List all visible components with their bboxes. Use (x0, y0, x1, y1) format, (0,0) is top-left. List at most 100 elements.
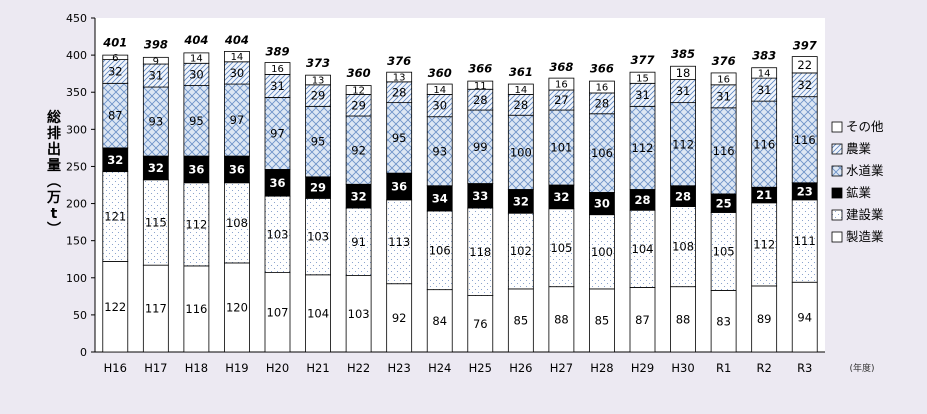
total-label-H25: 366 (468, 61, 492, 75)
data-label-kensetsu-R2: 112 (753, 238, 775, 252)
data-label-sonota-H21: 13 (312, 76, 325, 87)
data-label-nogyo-H28: 28 (595, 96, 610, 110)
x-tick-label-R1: R1 (716, 361, 731, 375)
bar-segment-sonota-H26 (507, 83, 534, 95)
data-label-kensetsu-H29: 104 (632, 242, 654, 256)
data-label-nogyo-H16: 32 (108, 65, 123, 79)
data-label-kogyo-H28: 30 (594, 197, 610, 211)
data-label-nogyo-H27: 27 (554, 93, 569, 107)
data-label-seizo-H16: 122 (104, 300, 126, 314)
legend-label-suido: 水道業 (846, 163, 884, 178)
data-label-kensetsu-H28: 100 (591, 245, 613, 259)
bar-segment-suido-H28 (589, 113, 615, 193)
bar-segment-seizo-H28 (589, 288, 615, 353)
legend-swatch-kensetsu (831, 209, 843, 221)
bar-segment-kensetsu-H23 (386, 199, 413, 285)
data-label-kensetsu-H23: 113 (388, 235, 410, 249)
data-label-suido-H18: 95 (189, 114, 204, 128)
bar-segment-sonota-H25 (467, 80, 494, 90)
data-label-suido-H30: 112 (672, 137, 694, 151)
bar-segment-kensetsu-H29 (629, 209, 656, 288)
total-label-H20: 389 (265, 44, 289, 58)
data-label-seizo-H20: 107 (267, 305, 289, 319)
total-label-H29: 377 (630, 53, 654, 67)
bar-segment-seizo-H16 (102, 261, 129, 353)
data-label-kensetsu-H18: 112 (185, 217, 207, 231)
bar-segment-kensetsu-H25 (467, 207, 494, 296)
data-label-nogyo-H21: 29 (311, 89, 326, 103)
data-label-sonota-H23: 13 (393, 73, 406, 84)
y-tick-label: 100 (66, 272, 87, 285)
data-label-seizo-R1: 83 (716, 314, 731, 328)
data-label-nogyo-H23: 28 (392, 85, 407, 99)
data-label-suido-H22: 92 (351, 143, 366, 157)
bar-segment-sonota-H18 (183, 52, 210, 64)
data-label-kensetsu-H20: 103 (267, 227, 289, 241)
bar-segment-kensetsu-R2 (751, 202, 778, 287)
data-label-suido-H19: 97 (230, 113, 245, 127)
bar-segment-seizo-H29 (629, 287, 656, 353)
bar-segment-sonota-R2 (751, 67, 778, 79)
bar-segment-kensetsu-H18 (183, 182, 210, 267)
bar-segment-kensetsu-H21 (305, 197, 331, 276)
data-label-sonota-R3: 22 (797, 58, 812, 72)
bar-segment-sonota-H17 (142, 56, 169, 65)
y-tick-label: 0 (80, 346, 87, 359)
data-label-nogyo-H30: 31 (676, 84, 691, 98)
y-axis-title: 総排出量︵万 t ︶ (46, 109, 61, 238)
bar-segment-suido-H23 (386, 102, 413, 174)
bar-segment-kensetsu-H24 (426, 210, 453, 291)
total-label-H28: 366 (590, 61, 614, 75)
x-tick-label-H27: H27 (550, 361, 573, 375)
data-label-nogyo-H17: 31 (149, 69, 164, 83)
legend-swatch-nogyo (831, 143, 843, 155)
data-label-nogyo-H20: 31 (270, 79, 285, 93)
bar-segment-seizo-H24 (426, 289, 453, 353)
data-label-kensetsu-H17: 115 (145, 216, 167, 230)
bar-segment-suido-H27 (548, 109, 575, 186)
legend-swatch-seizo (831, 231, 843, 243)
data-label-suido-R3: 116 (794, 133, 816, 147)
bar-segment-sonota-H29 (629, 71, 656, 84)
data-label-seizo-H18: 116 (185, 302, 207, 316)
data-label-kensetsu-R3: 111 (794, 234, 816, 248)
plot-area (95, 18, 825, 352)
data-label-nogyo-H25: 28 (473, 93, 488, 107)
data-label-sonota-H25: 11 (474, 81, 487, 92)
total-label-R1: 376 (712, 54, 736, 68)
bar-segment-sonota-H19 (224, 51, 250, 63)
bar-segment-suido-H20 (264, 97, 291, 170)
data-label-suido-H20: 97 (270, 127, 285, 141)
data-label-nogyo-H24: 30 (432, 99, 447, 113)
bar-segment-kensetsu-H27 (548, 208, 575, 288)
total-label-H19: 404 (224, 33, 249, 47)
x-tick-label-H18: H18 (185, 361, 208, 375)
bar-segment-kensetsu-H20 (264, 195, 291, 273)
bar-segment-kogyo-H23 (386, 172, 413, 201)
total-label-H24: 360 (428, 66, 452, 80)
bar-segment-seizo-H27 (548, 286, 575, 353)
bar-segment-seizo-H26 (507, 288, 534, 353)
data-label-seizo-H26: 85 (514, 314, 529, 328)
data-label-kensetsu-H16: 121 (104, 210, 126, 224)
data-label-kensetsu-H19: 108 (226, 216, 248, 230)
bar-segment-kensetsu-H30 (670, 206, 696, 288)
data-label-nogyo-H19: 30 (230, 66, 245, 80)
data-label-nogyo-R1: 31 (716, 89, 731, 103)
legend-swatch-sonota (831, 121, 843, 133)
data-label-suido-R1: 116 (713, 144, 735, 158)
bar-segment-sonota-H24 (426, 83, 453, 95)
data-label-kogyo-H16: 32 (107, 153, 123, 167)
data-label-sonota-H22: 12 (352, 86, 365, 97)
data-label-suido-H17: 93 (149, 115, 164, 129)
bar-segment-seizo-H21 (305, 274, 331, 353)
y-tick-label: 150 (66, 235, 87, 248)
bar-segment-seizo-H17 (142, 264, 169, 353)
y-tick-label: 300 (66, 123, 87, 136)
data-label-nogyo-R2: 31 (757, 83, 772, 97)
data-label-kogyo-H19: 36 (229, 163, 245, 177)
bar-segment-sonota-H28 (589, 80, 615, 94)
bar-segment-kensetsu-H19 (224, 182, 250, 264)
bar-segment-seizo-H23 (386, 283, 413, 353)
